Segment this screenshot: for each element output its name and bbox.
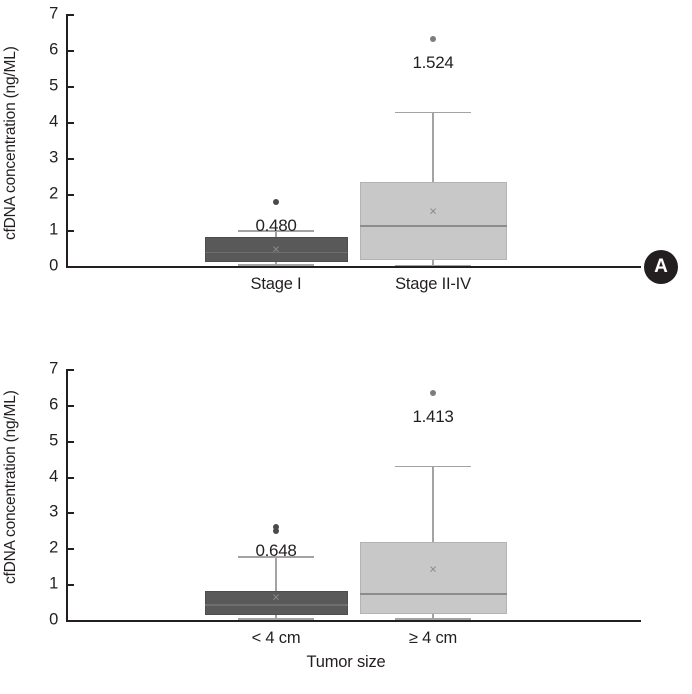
- y-axis-tick-label: 5: [49, 431, 58, 450]
- whisker-upper-cap: [238, 230, 314, 232]
- category-label: Stage I: [250, 275, 302, 293]
- whisker-lower: [432, 613, 434, 619]
- y-axis-tick: [66, 14, 74, 16]
- mean-marker: ×: [429, 203, 437, 219]
- outlier-point: [273, 523, 279, 530]
- y-axis-tick-label: 2: [49, 538, 58, 557]
- y-axis-tick: [66, 122, 74, 124]
- whisker-upper-cap: [238, 556, 314, 558]
- y-axis-tick-label: 3: [49, 502, 58, 521]
- outlier-point: [430, 390, 436, 397]
- y-axis-tick-label: 0: [49, 610, 58, 629]
- x-axis-line: [66, 266, 641, 268]
- y-axis-tick-label: 0: [49, 256, 58, 275]
- y-axis-tick: [66, 476, 74, 479]
- panel-a: cfDNA concentration (ng/ML) 0 1 2 3 4 5 6 7 × 0.4…: [0, 0, 692, 340]
- outlier-point: [430, 36, 436, 43]
- panel-a-badge: A: [644, 250, 678, 284]
- box-first: [204, 590, 348, 615]
- whisker-upper: [432, 465, 434, 542]
- whisker-upper-cap: [395, 465, 471, 468]
- y-axis-tick: [66, 369, 74, 371]
- y-axis-tick-label: 7: [49, 359, 58, 378]
- y-axis-tick: [66, 230, 74, 232]
- y-axis-tick-label: 6: [49, 395, 58, 414]
- median-line: [359, 225, 507, 227]
- outlier-point: [273, 528, 279, 535]
- y-axis-tick-label: 5: [49, 76, 58, 95]
- whisker-lower-cap: [238, 264, 314, 266]
- y-axis-tick: [66, 440, 74, 443]
- y-axis-tick: [66, 512, 74, 515]
- y-axis-tick-label: 1: [49, 220, 58, 239]
- y-axis-tick-label: 6: [49, 40, 58, 59]
- category-label: ≥ 4 cm: [408, 629, 458, 647]
- mean-marker: ×: [272, 589, 280, 605]
- panel-a-plot-area: 0 1 2 3 4 5 6 7 × 0.480 Stage I × 1.524 Stage II-IV: [0, 0, 692, 340]
- median-line: [204, 604, 348, 606]
- y-axis-tick-label: 7: [49, 4, 58, 23]
- y-axis-tick: [66, 404, 74, 407]
- y-axis-tick-label: 3: [49, 148, 58, 167]
- panel-b-x-axis-title: Tumor size: [306, 653, 386, 671]
- median-line: [204, 251, 348, 254]
- whisker-lower: [275, 614, 277, 619]
- panel-b: cfDNA concentration (ng/ML) 0 1 2 3 4 5 6 7 × 0.6…: [0, 340, 692, 694]
- mean-value-label: 0.648: [255, 540, 297, 560]
- mean-value-label: 1.524: [412, 53, 454, 73]
- whisker-upper-cap: [395, 111, 471, 114]
- mean-marker: ×: [429, 561, 437, 577]
- median-line: [359, 593, 507, 595]
- mean-value-label: 1.413: [412, 407, 454, 427]
- whisker-lower: [432, 260, 434, 265]
- y-axis-tick: [66, 50, 74, 52]
- whisker-upper: [275, 556, 277, 591]
- whisker-upper: [275, 230, 277, 238]
- whisker-lower: [275, 262, 277, 265]
- y-axis-tick: [66, 620, 74, 622]
- whisker-upper: [432, 111, 434, 182]
- y-axis-tick: [66, 194, 74, 196]
- y-axis-line: [66, 14, 68, 268]
- whisker-lower-cap: [395, 264, 471, 267]
- mean-value-label: 0.480: [255, 215, 297, 235]
- y-axis-tick-label: 1: [49, 574, 58, 593]
- y-axis-tick-label: 2: [49, 184, 58, 203]
- panel-b-plot-area: 0 1 2 3 4 5 6 7 × 0.648 < 4 cm × 1.413 ≥ 4 cm: [0, 340, 692, 694]
- y-axis-tick: [66, 266, 74, 268]
- category-label: < 4 cm: [251, 629, 301, 647]
- whisker-lower-cap: [395, 618, 471, 620]
- box-first: [204, 237, 348, 263]
- box-second: [359, 181, 507, 261]
- y-axis-tick: [66, 548, 74, 551]
- y-axis-tick-label: 4: [49, 467, 58, 486]
- y-axis-tick: [66, 584, 74, 587]
- outlier-point: [273, 198, 279, 205]
- category-label: Stage II-IV: [395, 275, 471, 293]
- whisker-lower-cap: [238, 618, 314, 620]
- y-axis-tick: [66, 158, 74, 160]
- x-axis-line: [66, 620, 641, 622]
- box-second: [359, 541, 507, 614]
- y-axis-tick-label: 4: [49, 112, 58, 131]
- mean-marker: ×: [272, 241, 280, 257]
- y-axis-line: [66, 369, 68, 622]
- y-axis-tick: [66, 86, 74, 88]
